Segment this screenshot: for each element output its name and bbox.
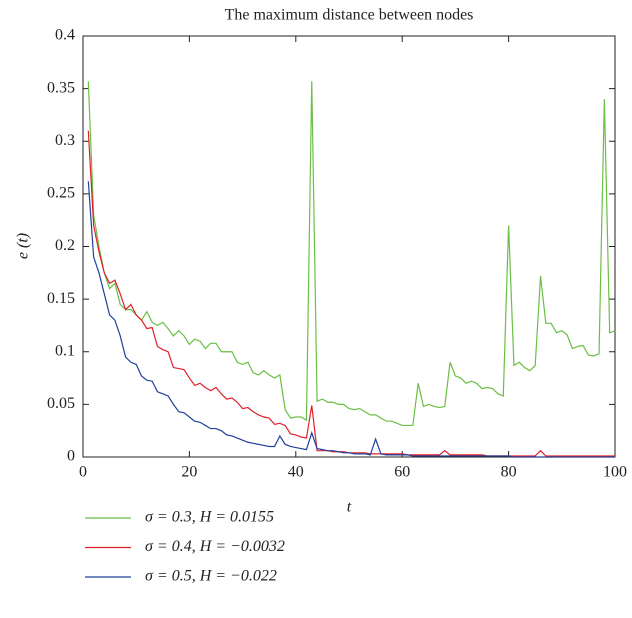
x-tick-label: 80 [501,464,517,481]
y-tick-label: 0 [67,448,75,465]
legend-label: σ = 0.3, H = 0.0155 [145,509,274,526]
series-line [87,81,616,427]
y-tick-label: 0.3 [55,132,75,149]
chart-title: The maximum distance between nodes [225,7,474,24]
series-line [87,181,615,458]
y-tick-label: 0.2 [55,237,75,254]
x-axis-label: t [347,499,352,516]
y-tick-label: 0.35 [47,79,75,96]
y-tick-label: 0.4 [55,27,75,44]
legend-label: σ = 0.4, H = −0.0032 [145,538,285,555]
x-tick-label: 60 [394,464,410,481]
y-tick-label: 0.25 [47,185,75,202]
x-tick-label: 40 [288,464,304,481]
y-tick-label: 0.05 [47,395,75,412]
y-tick-label: 0.15 [47,290,75,307]
y-tick-label: 0.1 [55,342,75,359]
y-axis-label: e (t) [15,233,32,259]
x-tick-label: 20 [181,464,197,481]
x-tick-label: 100 [603,464,627,481]
legend-label: σ = 0.5, H = −0.022 [145,568,277,585]
series-line [87,130,615,457]
x-tick-label: 0 [79,464,87,481]
